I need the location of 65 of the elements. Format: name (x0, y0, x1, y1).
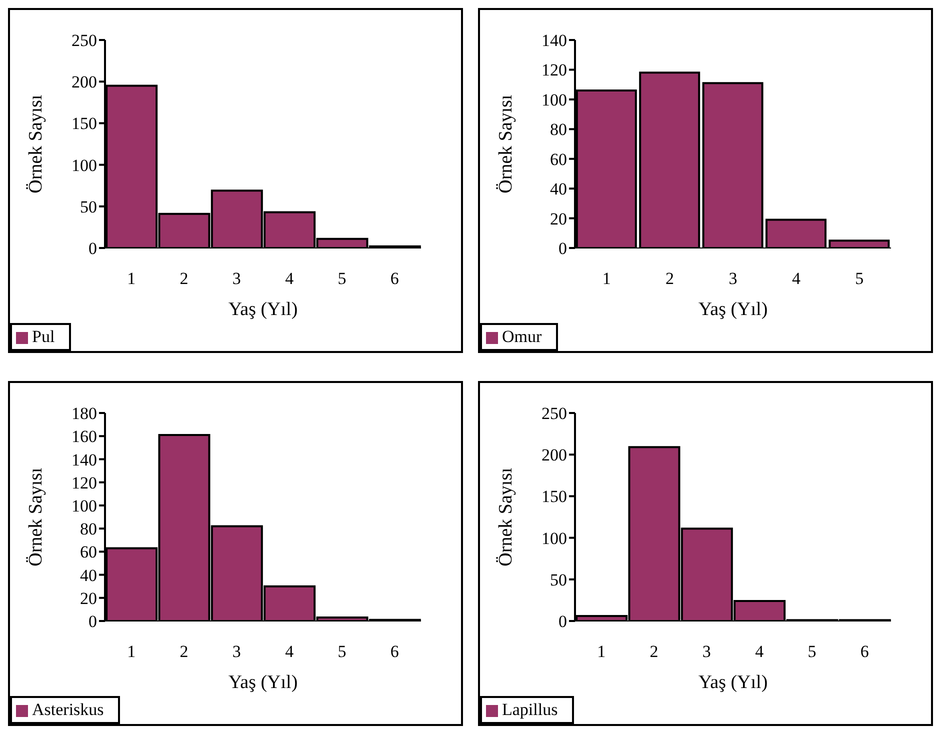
x-tick-label: 6 (390, 642, 399, 662)
y-axis-title: Örnek Sayısı (496, 94, 517, 194)
y-tick-label: 140 (542, 31, 567, 50)
x-tick-label: 1 (602, 269, 611, 288)
y-tick-label: 120 (72, 473, 97, 492)
y-tick-label: 0 (558, 239, 567, 258)
y-tick-label: 20 (80, 588, 97, 608)
y-tick-label: 0 (558, 612, 567, 632)
x-axis-title: Yaş (Yıl) (228, 672, 298, 693)
y-tick-label: 40 (550, 180, 567, 199)
x-tick-label: 5 (338, 642, 346, 662)
legend-label: Lapillus (502, 700, 558, 719)
x-tick-label: 2 (666, 269, 674, 288)
y-tick-label: 120 (542, 60, 567, 80)
legend-label: Omur (502, 327, 542, 346)
y-tick-label: 100 (542, 90, 567, 110)
x-tick-label: 4 (755, 642, 764, 662)
y-tick-label: 160 (72, 427, 97, 446)
legend-label: Pul (32, 327, 55, 346)
y-axis-title: Örnek Sayısı (26, 94, 47, 194)
x-tick-label: 5 (855, 269, 864, 288)
y-tick-label: 50 (550, 570, 567, 590)
y-tick-label: 60 (80, 542, 97, 562)
y-tick-label: 80 (80, 520, 97, 539)
y-tick-label: 50 (80, 197, 97, 216)
x-tick-label: 1 (127, 642, 136, 662)
x-axis-title: Yaş (Yıl) (698, 672, 768, 693)
x-tick-label: 3 (232, 269, 241, 288)
x-tick-label: 1 (597, 642, 606, 662)
y-tick-label: 60 (550, 150, 567, 169)
y-tick-label: 150 (542, 487, 567, 506)
x-axis-title: Yaş (Yıl) (698, 299, 768, 320)
x-tick-label: 6 (860, 642, 869, 662)
y-tick-label: 100 (72, 496, 97, 516)
y-tick-label: 100 (72, 156, 97, 175)
y-tick-label: 40 (80, 566, 97, 585)
x-tick-label: 2 (650, 642, 658, 662)
y-tick-label: 200 (542, 446, 567, 465)
legend-label: Asteriskus (32, 700, 104, 719)
y-axis-title: Örnek Sayısı (26, 468, 47, 566)
y-axis-title: Örnek Sayısı (496, 468, 517, 566)
x-tick-label: 4 (285, 642, 294, 662)
y-tick-label: 250 (72, 31, 97, 50)
x-tick-label: 4 (792, 269, 801, 288)
y-tick-label: 0 (88, 239, 97, 258)
x-tick-label: 4 (285, 269, 294, 288)
x-axis-title: Yaş (Yıl) (228, 299, 298, 320)
x-tick-label: 3 (232, 642, 241, 662)
y-tick-label: 150 (72, 114, 97, 134)
y-tick-label: 250 (542, 404, 567, 424)
x-tick-label: 5 (338, 269, 346, 288)
x-tick-label: 6 (390, 269, 399, 288)
x-tick-label: 3 (728, 269, 738, 288)
x-tick-label: 2 (180, 269, 188, 288)
y-tick-label: 0 (88, 612, 97, 632)
y-tick-label: 180 (72, 404, 97, 424)
y-tick-label: 20 (550, 209, 567, 228)
x-tick-label: 3 (702, 642, 711, 662)
y-tick-label: 200 (72, 72, 97, 92)
x-tick-label: 5 (808, 642, 816, 662)
x-tick-label: 2 (180, 642, 188, 662)
x-tick-label: 1 (127, 269, 136, 288)
y-tick-label: 80 (550, 120, 567, 140)
y-tick-label: 100 (542, 528, 567, 548)
y-tick-label: 140 (72, 450, 97, 470)
